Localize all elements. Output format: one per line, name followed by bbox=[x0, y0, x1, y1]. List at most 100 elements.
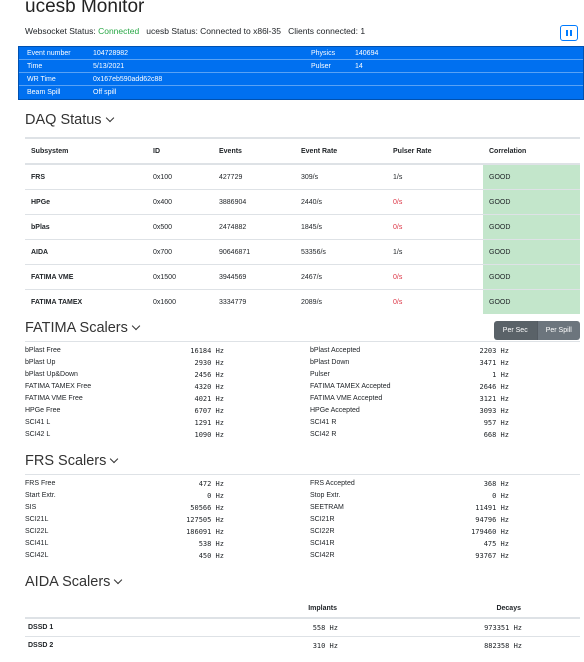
col-subsystem: Subsystem bbox=[25, 138, 147, 165]
scaler-value: 0 Hz bbox=[492, 492, 509, 500]
scaler-label: FATIMA VME Accepted bbox=[310, 395, 383, 402]
rate-mode-toggle: Per Sec Per Spill bbox=[494, 321, 580, 340]
scaler-value: 4021 Hz bbox=[194, 395, 224, 403]
fatima-scalers-title: FATIMA Scalers bbox=[25, 320, 128, 336]
websocket-label: Websocket Status: bbox=[25, 26, 99, 36]
cell-pulser-rate: 0/s bbox=[387, 289, 483, 314]
frs-scalers-toggle[interactable]: FRS Scalers bbox=[25, 453, 119, 469]
cell-correlation: GOOD bbox=[483, 163, 580, 190]
per-spill-button[interactable]: Per Spill bbox=[536, 321, 580, 340]
scaler-label: FATIMA TAMEX Free bbox=[25, 383, 92, 390]
scaler-value: 6707 Hz bbox=[194, 407, 224, 415]
scaler-value: 3121 Hz bbox=[479, 395, 509, 403]
scaler-label: SCI41 L bbox=[25, 419, 51, 426]
cell-pulser-rate: 0/s bbox=[387, 189, 483, 215]
col-decays: Decays bbox=[341, 600, 525, 619]
cell-pulser-rate: 0/s bbox=[387, 264, 483, 290]
cell-events: 3944569 bbox=[213, 264, 295, 290]
cell-subsystem: HPGe bbox=[25, 189, 147, 215]
daq-status-toggle[interactable]: DAQ Status bbox=[25, 112, 114, 128]
col-id: ID bbox=[147, 138, 213, 165]
cell-event-rate: 2440/s bbox=[295, 189, 387, 215]
fatima-scalers-toggle[interactable]: FATIMA Scalers bbox=[25, 320, 141, 336]
scaler-value: 538 Hz bbox=[198, 540, 224, 548]
scaler-value: 94796 Hz bbox=[475, 516, 509, 524]
scaler-label: SIS bbox=[25, 504, 37, 511]
pulser-label: Pulser bbox=[311, 63, 331, 70]
cell-subsystem: FATIMA TAMEX bbox=[25, 289, 147, 314]
scaler-value: 127505 Hz bbox=[186, 516, 224, 524]
scaler-value: 475 Hz bbox=[483, 540, 509, 548]
chevron-down-icon bbox=[114, 575, 123, 585]
scaler-value: 186091 Hz bbox=[186, 528, 224, 536]
table-row: HPGe 0x400 3886904 2440/s 0/s GOOD bbox=[25, 189, 580, 215]
table-row: FRS 0x100 427729 309/s 1/s GOOD bbox=[25, 163, 580, 190]
cell-subsystem: bPlas bbox=[25, 214, 147, 240]
cell-events: 90646871 bbox=[213, 239, 295, 265]
scaler-value: 2456 Hz bbox=[194, 371, 224, 379]
scaler-label: HPGe Accepted bbox=[310, 407, 360, 414]
cell-events: 3886904 bbox=[213, 189, 295, 215]
cell-event-rate: 2467/s bbox=[295, 264, 387, 290]
cell-correlation: GOOD bbox=[483, 289, 580, 314]
scaler-value: 3471 Hz bbox=[479, 359, 509, 367]
scaler-label: bPlast Down bbox=[310, 359, 350, 366]
scaler-value: 50566 Hz bbox=[190, 504, 224, 512]
ucesb-status: ucesb Status: Connected to x86l-35 bbox=[146, 26, 281, 36]
scaler-value: 2930 Hz bbox=[194, 359, 224, 367]
scaler-label: FATIMA TAMEX Accepted bbox=[310, 383, 391, 390]
scaler-value: 450 Hz bbox=[198, 552, 224, 560]
page-title: ucesb Monitor bbox=[25, 0, 145, 17]
cell-pulser-rate: 1/s bbox=[387, 163, 483, 190]
scaler-label: HPGe Free bbox=[25, 407, 61, 414]
divider bbox=[19, 59, 583, 60]
aida-scalers-title: AIDA Scalers bbox=[25, 574, 111, 590]
chevron-down-icon bbox=[110, 454, 119, 464]
col-events: Events bbox=[213, 138, 295, 165]
pause-icon bbox=[566, 30, 569, 36]
aida-scalers-toggle[interactable]: AIDA Scalers bbox=[25, 574, 123, 590]
cell-event-rate: 53356/s bbox=[295, 239, 387, 265]
scaler-label: SCI42 R bbox=[310, 431, 337, 438]
cell-decays: 882358 Hz bbox=[341, 636, 525, 654]
cell-implants: 310 Hz bbox=[203, 636, 341, 654]
scaler-value: 3093 Hz bbox=[479, 407, 509, 415]
scaler-value: 368 Hz bbox=[483, 480, 509, 488]
scaler-label: FRS Accepted bbox=[310, 480, 355, 487]
cell-id: 0x400 bbox=[147, 189, 213, 215]
cell-event-rate: 1845/s bbox=[295, 214, 387, 240]
chevron-down-icon bbox=[131, 321, 141, 331]
scaler-label: FRS Free bbox=[25, 480, 56, 487]
pause-icon-bar bbox=[569, 30, 572, 36]
scaler-label: SCI42R bbox=[310, 552, 335, 559]
col-spacer bbox=[525, 600, 580, 619]
clients-connected: Clients connected: 1 bbox=[288, 26, 366, 36]
chevron-down-icon bbox=[105, 113, 114, 123]
pause-button[interactable] bbox=[560, 25, 578, 41]
per-sec-button[interactable]: Per Sec bbox=[494, 321, 537, 340]
cell-id: 0x1600 bbox=[147, 289, 213, 314]
scaler-value: 179460 Hz bbox=[471, 528, 509, 536]
cell-spacer bbox=[525, 617, 580, 637]
scaler-label: SCI41 R bbox=[310, 419, 337, 426]
scaler-value: 1291 Hz bbox=[194, 419, 224, 427]
cell-id: 0x700 bbox=[147, 239, 213, 265]
cell-id: 0x1500 bbox=[147, 264, 213, 290]
divider bbox=[25, 137, 580, 138]
scaler-value: 957 Hz bbox=[483, 419, 509, 427]
cell-decays: 973351 Hz bbox=[341, 617, 525, 637]
scaler-label: Start Extr. bbox=[25, 492, 56, 499]
cell-events: 427729 bbox=[213, 163, 295, 190]
cell-subsystem: AIDA bbox=[25, 239, 147, 265]
cell-spacer bbox=[525, 636, 580, 654]
col-event-rate: Event Rate bbox=[295, 138, 387, 165]
table-header-row: Implants Decays bbox=[25, 600, 580, 619]
cell-pulser-rate: 0/s bbox=[387, 214, 483, 240]
event-number-label: Event number bbox=[27, 50, 71, 57]
scaler-label: SCI41R bbox=[310, 540, 335, 547]
scaler-label: SCI21R bbox=[310, 516, 335, 523]
time-label: Time bbox=[27, 63, 43, 70]
status-line: Websocket Status: Connected ucesb Status… bbox=[25, 26, 365, 36]
scaler-label: bPlast Up bbox=[25, 359, 56, 366]
cell-events: 2474882 bbox=[213, 214, 295, 240]
